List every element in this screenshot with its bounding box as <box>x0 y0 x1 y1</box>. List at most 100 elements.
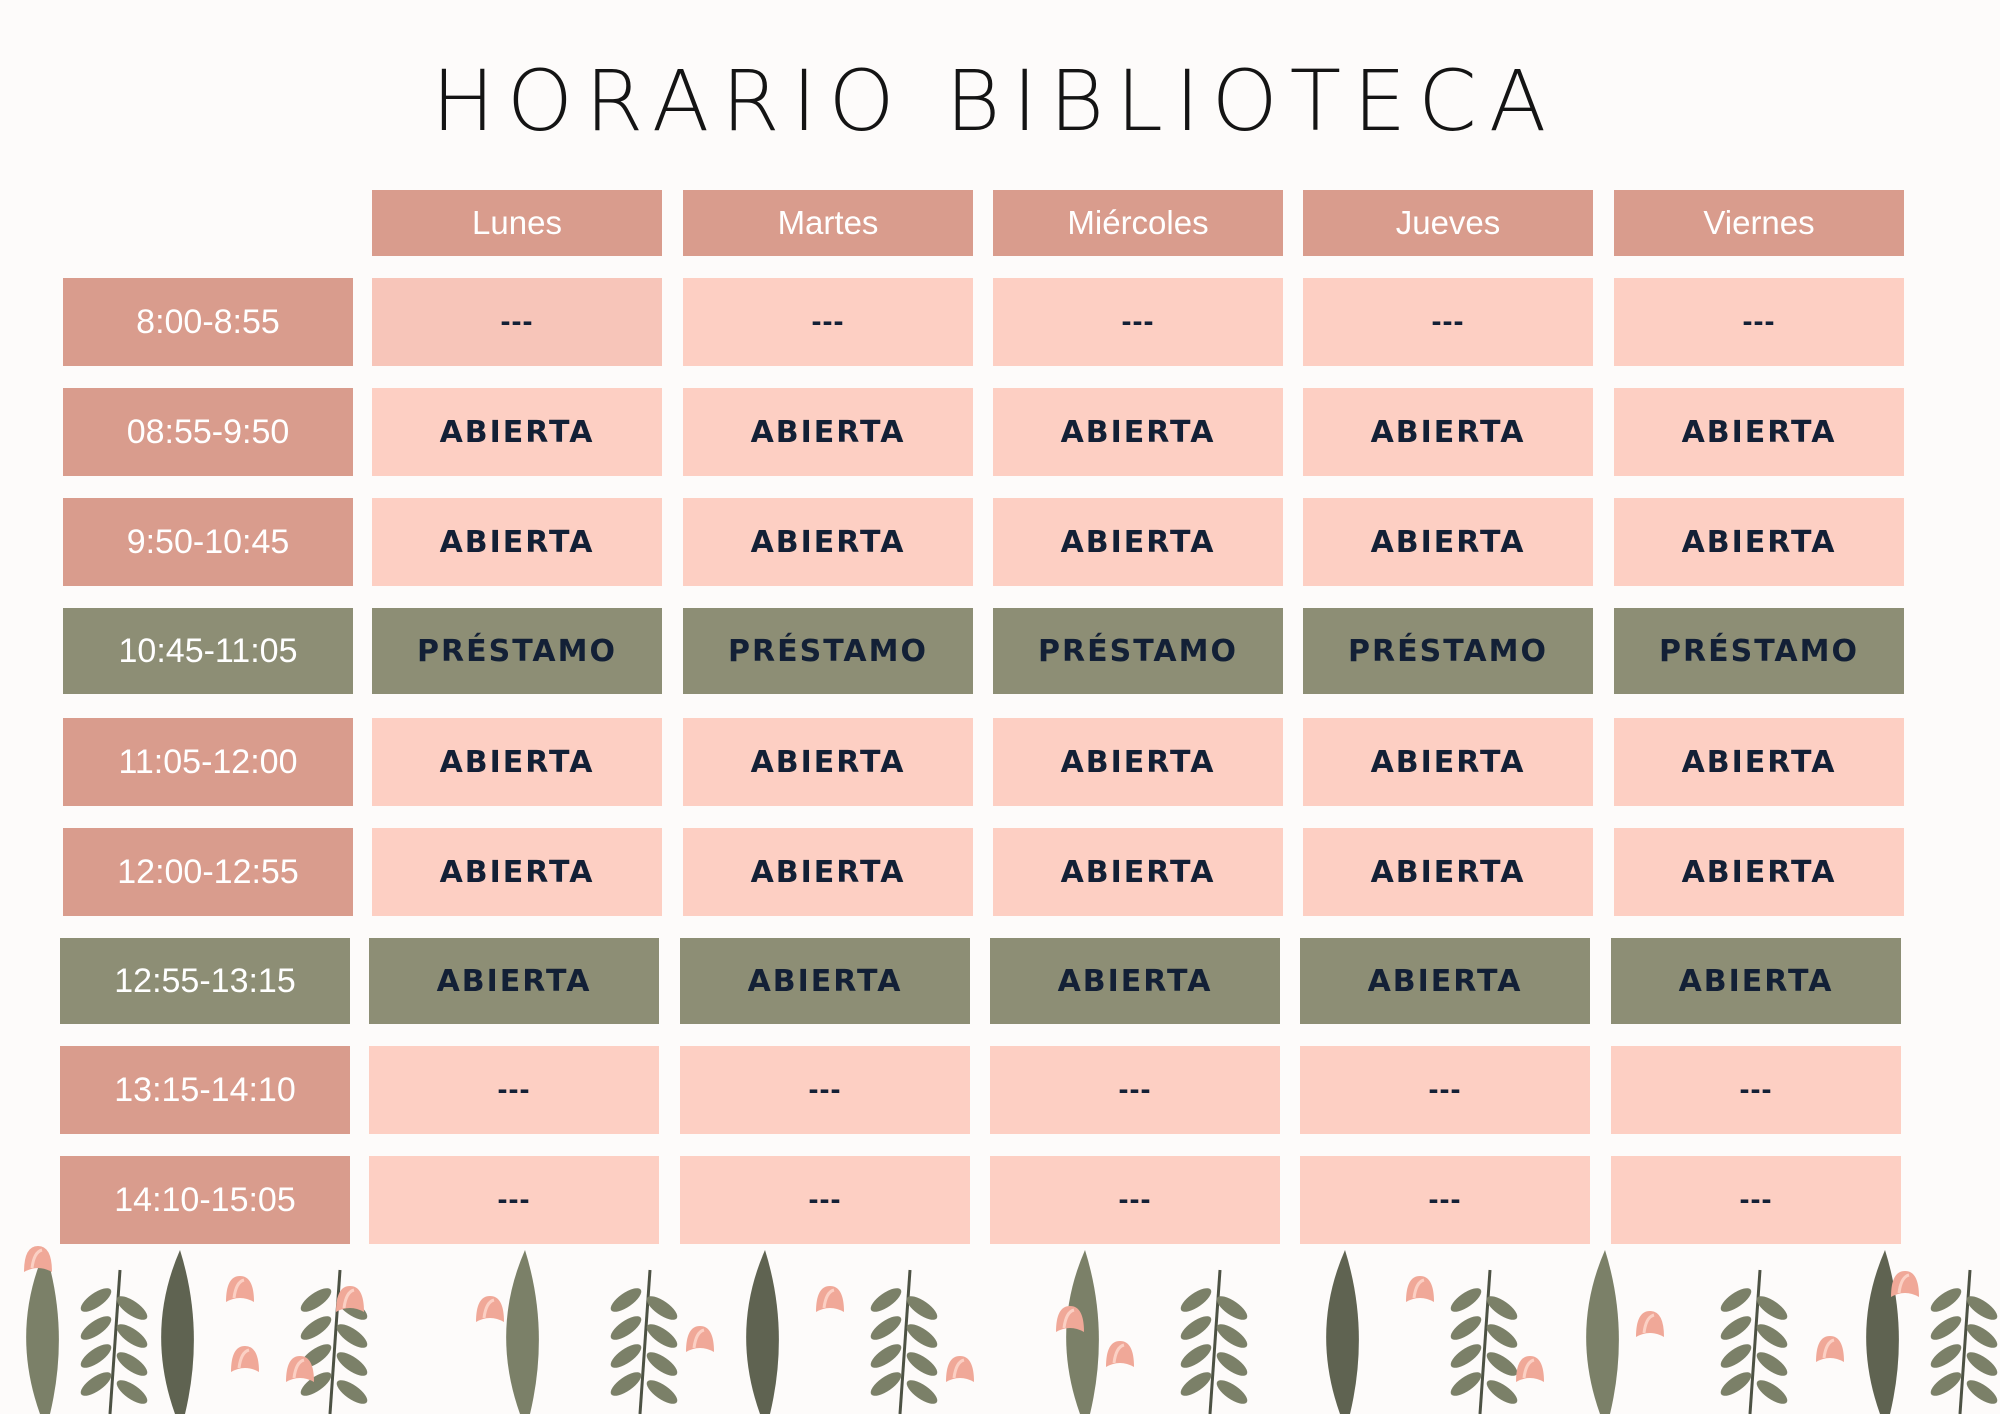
schedule-cell: --- <box>990 1046 1280 1134</box>
flower-icon <box>1891 1271 1919 1297</box>
page-title: HORARIO BIBLIOTECA <box>431 52 1559 150</box>
flower-icon <box>1816 1336 1844 1362</box>
leaf-icon <box>1450 1372 1482 1396</box>
schedule-cell: --- <box>372 278 662 366</box>
flower-highlight-icon <box>1062 1308 1075 1329</box>
schedule-cell: --- <box>993 278 1283 366</box>
day-header-1: Martes <box>683 190 973 256</box>
leaf-icon <box>870 1344 902 1368</box>
time-slot-label: 12:00-12:55 <box>63 828 353 916</box>
schedule-cell: ABIERTA <box>1303 388 1593 476</box>
flower-highlight-icon <box>30 1248 43 1269</box>
leaf-icon <box>646 1324 678 1348</box>
leaf-icon <box>1326 1250 1359 1414</box>
flower-highlight-icon <box>1112 1343 1125 1364</box>
leaf-icon <box>1216 1380 1248 1404</box>
leaf-icon <box>1450 1344 1482 1368</box>
leaf-icon <box>1486 1296 1518 1320</box>
leaf-icon <box>300 1372 332 1396</box>
schedule-cell: ABIERTA <box>1300 938 1590 1024</box>
flower-icon <box>1106 1341 1134 1367</box>
leaf-icon <box>906 1352 938 1376</box>
schedule-cell: ABIERTA <box>372 498 662 586</box>
schedule-cell: ABIERTA <box>1303 498 1593 586</box>
stem-icon <box>108 1269 122 1414</box>
leaf-icon <box>906 1296 938 1320</box>
schedule-cell: ABIERTA <box>993 718 1283 806</box>
schedule-cell: --- <box>1300 1046 1590 1134</box>
schedule-cell: ABIERTA <box>993 498 1283 586</box>
schedule-cell: ABIERTA <box>680 938 970 1024</box>
leaf-icon <box>1586 1250 1619 1414</box>
schedule-cell: PRÉSTAMO <box>1614 608 1904 694</box>
leaf-icon <box>906 1324 938 1348</box>
leaf-icon <box>1486 1380 1518 1404</box>
flower-icon <box>686 1326 714 1352</box>
flower-highlight-icon <box>822 1288 835 1309</box>
flower-highlight-icon <box>292 1358 305 1379</box>
leaf-icon <box>80 1344 112 1368</box>
schedule-cell: ABIERTA <box>1614 718 1904 806</box>
leaf-icon <box>1180 1344 1212 1368</box>
stem-icon <box>1208 1269 1222 1414</box>
leaf-icon <box>300 1288 332 1312</box>
leaf-icon <box>80 1316 112 1340</box>
stem-icon <box>1958 1269 1972 1414</box>
leaf-icon <box>116 1324 148 1348</box>
time-slot-label: 14:10-15:05 <box>60 1156 350 1244</box>
leaf-icon <box>161 1250 194 1414</box>
leaf-icon <box>1966 1352 1998 1376</box>
leaf-icon <box>116 1352 148 1376</box>
flower-highlight-icon <box>1897 1273 1910 1294</box>
stem-icon <box>638 1269 652 1414</box>
leaf-icon <box>1756 1352 1788 1376</box>
leaf-icon <box>1966 1296 1998 1320</box>
leaf-icon <box>1720 1372 1752 1396</box>
schedule-cell: ABIERTA <box>683 828 973 916</box>
day-header-3: Jueves <box>1303 190 1593 256</box>
stem-icon <box>328 1269 342 1414</box>
flower-icon <box>1406 1276 1434 1302</box>
leaf-icon <box>1966 1380 1998 1404</box>
schedule-cell: --- <box>680 1156 970 1244</box>
time-slot-label: 11:05-12:00 <box>63 718 353 806</box>
leaf-icon <box>646 1296 678 1320</box>
leaf-icon <box>336 1380 368 1404</box>
leaf-icon <box>1216 1352 1248 1376</box>
leaf-icon <box>300 1316 332 1340</box>
flower-highlight-icon <box>232 1278 245 1299</box>
schedule-cell: ABIERTA <box>683 388 973 476</box>
flower-highlight-icon <box>952 1358 965 1379</box>
schedule-cell: PRÉSTAMO <box>683 608 973 694</box>
leaf-icon <box>1486 1352 1518 1376</box>
schedule-cell: ABIERTA <box>372 718 662 806</box>
flower-highlight-icon <box>1412 1278 1425 1299</box>
schedule-cell: --- <box>1614 278 1904 366</box>
schedule-cell: --- <box>369 1156 659 1244</box>
leaf-icon <box>906 1380 938 1404</box>
leaf-icon <box>1720 1344 1752 1368</box>
leaf-icon <box>610 1344 642 1368</box>
schedule-cell: --- <box>1303 278 1593 366</box>
leaf-icon <box>870 1288 902 1312</box>
flower-icon <box>946 1356 974 1382</box>
day-header-2: Miércoles <box>993 190 1283 256</box>
leaf-icon <box>80 1372 112 1396</box>
flower-icon <box>1516 1356 1544 1382</box>
leaf-icon <box>1866 1250 1899 1414</box>
time-slot-label: 12:55-13:15 <box>60 938 350 1024</box>
leaf-icon <box>1756 1296 1788 1320</box>
leaf-icon <box>1756 1324 1788 1348</box>
time-slot-label: 8:00-8:55 <box>63 278 353 366</box>
day-header-4: Viernes <box>1614 190 1904 256</box>
leaf-icon <box>116 1296 148 1320</box>
leaf-icon <box>116 1380 148 1404</box>
schedule-cell: ABIERTA <box>1303 718 1593 806</box>
schedule-cell: ABIERTA <box>683 498 973 586</box>
leaf-icon <box>336 1352 368 1376</box>
leaf-icon <box>646 1352 678 1376</box>
flower-highlight-icon <box>692 1328 705 1349</box>
schedule-cell: ABIERTA <box>372 828 662 916</box>
leaf-icon <box>1450 1316 1482 1340</box>
flower-border-icon <box>24 1246 1998 1414</box>
